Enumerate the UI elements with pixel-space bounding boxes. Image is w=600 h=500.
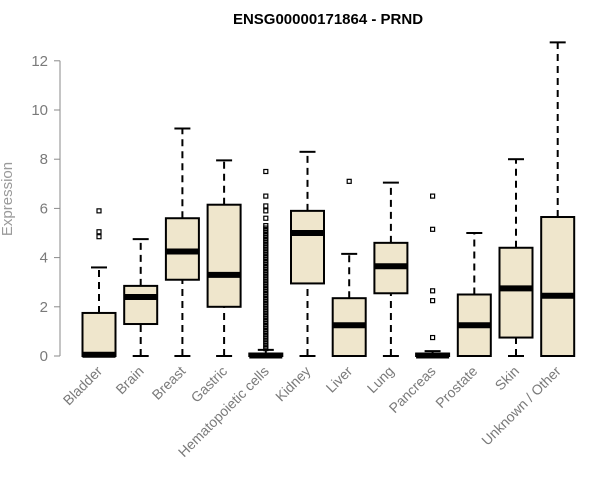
- y-axis: 0 2 4 6 8 10 12: [31, 53, 61, 365]
- iqr-box: [123, 284, 159, 326]
- y-tick-label: 2: [40, 299, 48, 316]
- box-brain: [123, 238, 159, 357]
- box-lung: [373, 181, 409, 357]
- x-tick-label: Lung: [364, 363, 397, 396]
- x-tick-label: Prostate: [432, 363, 480, 411]
- y-tick-label: 12: [31, 53, 48, 70]
- box-kidney: [290, 150, 325, 357]
- box-unknown-other: [540, 41, 576, 357]
- iqr-box: [498, 246, 534, 339]
- x-tick-label: Liver: [323, 363, 356, 396]
- y-tick-label: 0: [40, 348, 48, 365]
- x-tick-label: Unknown / Other: [478, 363, 564, 449]
- box-gastric: [206, 159, 242, 357]
- box-pancreas: [415, 193, 451, 359]
- box-bladder: [81, 208, 117, 358]
- x-tick-label: Brain: [112, 363, 146, 397]
- outlier-point: [96, 229, 102, 235]
- iqr-box: [290, 209, 325, 285]
- box-breast: [164, 127, 200, 357]
- x-tick-label: Skin: [492, 363, 523, 394]
- y-axis-title: Expression: [0, 162, 16, 236]
- y-tick-label: 4: [40, 250, 48, 267]
- outlier-point: [430, 334, 436, 341]
- outlier-point: [430, 288, 436, 294]
- y-tick-label: 6: [40, 200, 48, 217]
- outlier-point: [263, 193, 269, 199]
- x-tick-label: Breast: [149, 363, 189, 403]
- box-skin: [498, 158, 534, 357]
- y-tick-label: 10: [31, 102, 48, 119]
- outlier-point: [263, 208, 269, 214]
- outlier-point: [263, 203, 269, 209]
- outlier-point: [430, 226, 436, 232]
- box-liver: [331, 178, 367, 358]
- chart-title: ENSG00000171864 - PRND: [233, 11, 423, 28]
- outlier-point: [96, 234, 102, 240]
- outlier-point: [263, 215, 269, 221]
- outlier-point: [263, 168, 269, 175]
- iqr-box: [540, 216, 576, 357]
- iqr-box: [206, 203, 242, 308]
- outlier-point: [430, 193, 436, 199]
- outlier-point: [430, 298, 436, 304]
- outlier-point: [96, 208, 102, 214]
- box-hematopoietic-cells: [248, 168, 284, 359]
- box-series: [81, 41, 576, 359]
- outlier-point: [346, 178, 352, 184]
- outlier-point: [263, 223, 269, 229]
- iqr-box: [81, 311, 117, 358]
- y-tick-label: 8: [40, 151, 48, 168]
- box-prostate: [456, 232, 492, 357]
- x-tick-label: Kidney: [272, 363, 314, 405]
- x-tick-label: Bladder: [60, 363, 106, 409]
